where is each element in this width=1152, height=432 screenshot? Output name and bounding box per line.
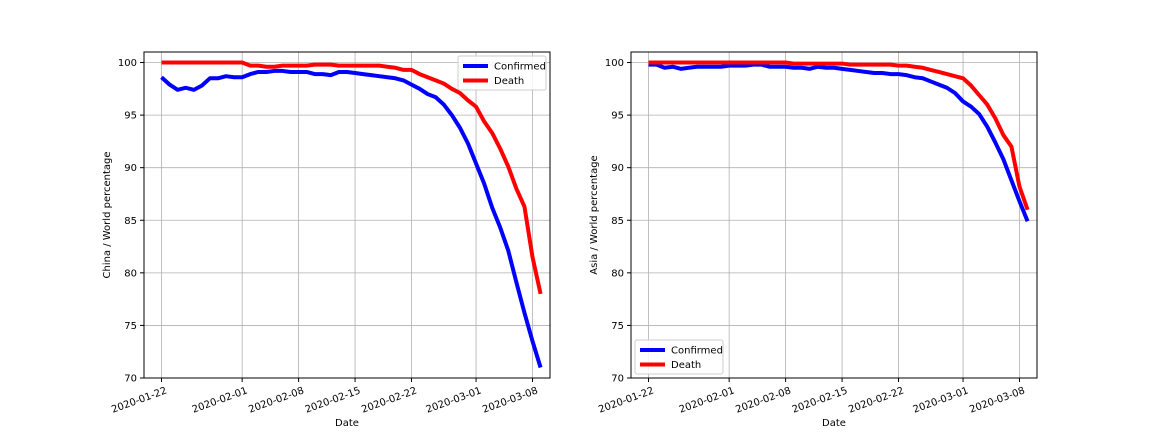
y-tick-label: 75	[611, 321, 624, 332]
x-tick-label: 2020-03-01	[912, 385, 970, 415]
grid	[144, 52, 550, 379]
y-tick-label: 100	[605, 58, 624, 69]
y-tick-label: 70	[124, 374, 137, 385]
y-axis-label: Asia / World percentage	[589, 155, 600, 274]
y-tick-label: 95	[124, 111, 137, 122]
y-axis-label: China / World percentage	[102, 151, 113, 278]
y-tick-label: 85	[611, 216, 624, 227]
y-tick-label: 95	[611, 111, 624, 122]
y-tick-label: 75	[124, 321, 137, 332]
legend-label-death: Death	[671, 360, 701, 371]
legend-label-confirmed: Confirmed	[494, 62, 546, 73]
x-tick-label: 2020-02-08	[734, 385, 792, 415]
series-line-confirmed	[160, 68, 543, 369]
x-tick-label: 2020-03-08	[481, 385, 539, 415]
x-tick-label: 2020-02-15	[304, 385, 362, 415]
series-line-death	[161, 60, 543, 295]
y-tick-label: 80	[611, 268, 624, 279]
x-tick-label: 2020-02-08	[247, 385, 305, 415]
legend: Confirmed Death	[634, 339, 724, 375]
x-axis-label: Date	[822, 418, 846, 429]
x-tick-label: 2020-02-01	[678, 385, 736, 415]
axes-frame	[630, 51, 1038, 379]
grid	[631, 52, 1037, 379]
x-axis-label: Date	[335, 418, 359, 429]
legend: Confirmed Death	[457, 55, 547, 91]
x-tick-label: 2020-02-15	[791, 385, 849, 415]
y-tick-label: 90	[611, 163, 624, 174]
x-tick-label: 2020-01-22	[597, 385, 655, 415]
x-tick-label: 2020-03-08	[968, 385, 1026, 415]
y-tick-label: 80	[124, 268, 137, 279]
x-tick-label: 2020-02-01	[191, 385, 249, 415]
series-line-death	[648, 60, 1030, 211]
y-tick-label: 70	[611, 374, 624, 385]
series-line-confirmed	[648, 62, 1030, 223]
x-tick-label: 2020-03-01	[425, 385, 483, 415]
x-tick-label: 2020-01-22	[110, 385, 168, 415]
legend-label-confirmed: Confirmed	[671, 346, 723, 357]
legend-label-death: Death	[494, 76, 524, 87]
x-tick-label: 2020-02-22	[847, 385, 905, 415]
axes-frame	[143, 51, 551, 379]
y-tick-label: 85	[124, 216, 137, 227]
x-tick-label: 2020-02-22	[360, 385, 418, 415]
y-tick-label: 90	[124, 163, 137, 174]
y-tick-label: 100	[118, 58, 137, 69]
